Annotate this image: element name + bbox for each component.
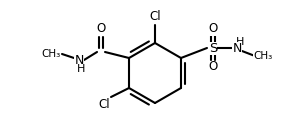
Text: O: O [96, 22, 106, 35]
Text: O: O [208, 22, 218, 35]
Text: CH₃: CH₃ [41, 49, 61, 59]
Text: Cl: Cl [98, 99, 110, 112]
Text: H: H [236, 37, 244, 47]
Text: N: N [74, 54, 84, 67]
Text: N: N [232, 42, 242, 55]
Text: S: S [209, 42, 217, 55]
Text: H: H [77, 64, 85, 74]
Text: Cl: Cl [149, 10, 161, 23]
Text: O: O [208, 60, 218, 74]
Text: CH₃: CH₃ [253, 51, 273, 61]
